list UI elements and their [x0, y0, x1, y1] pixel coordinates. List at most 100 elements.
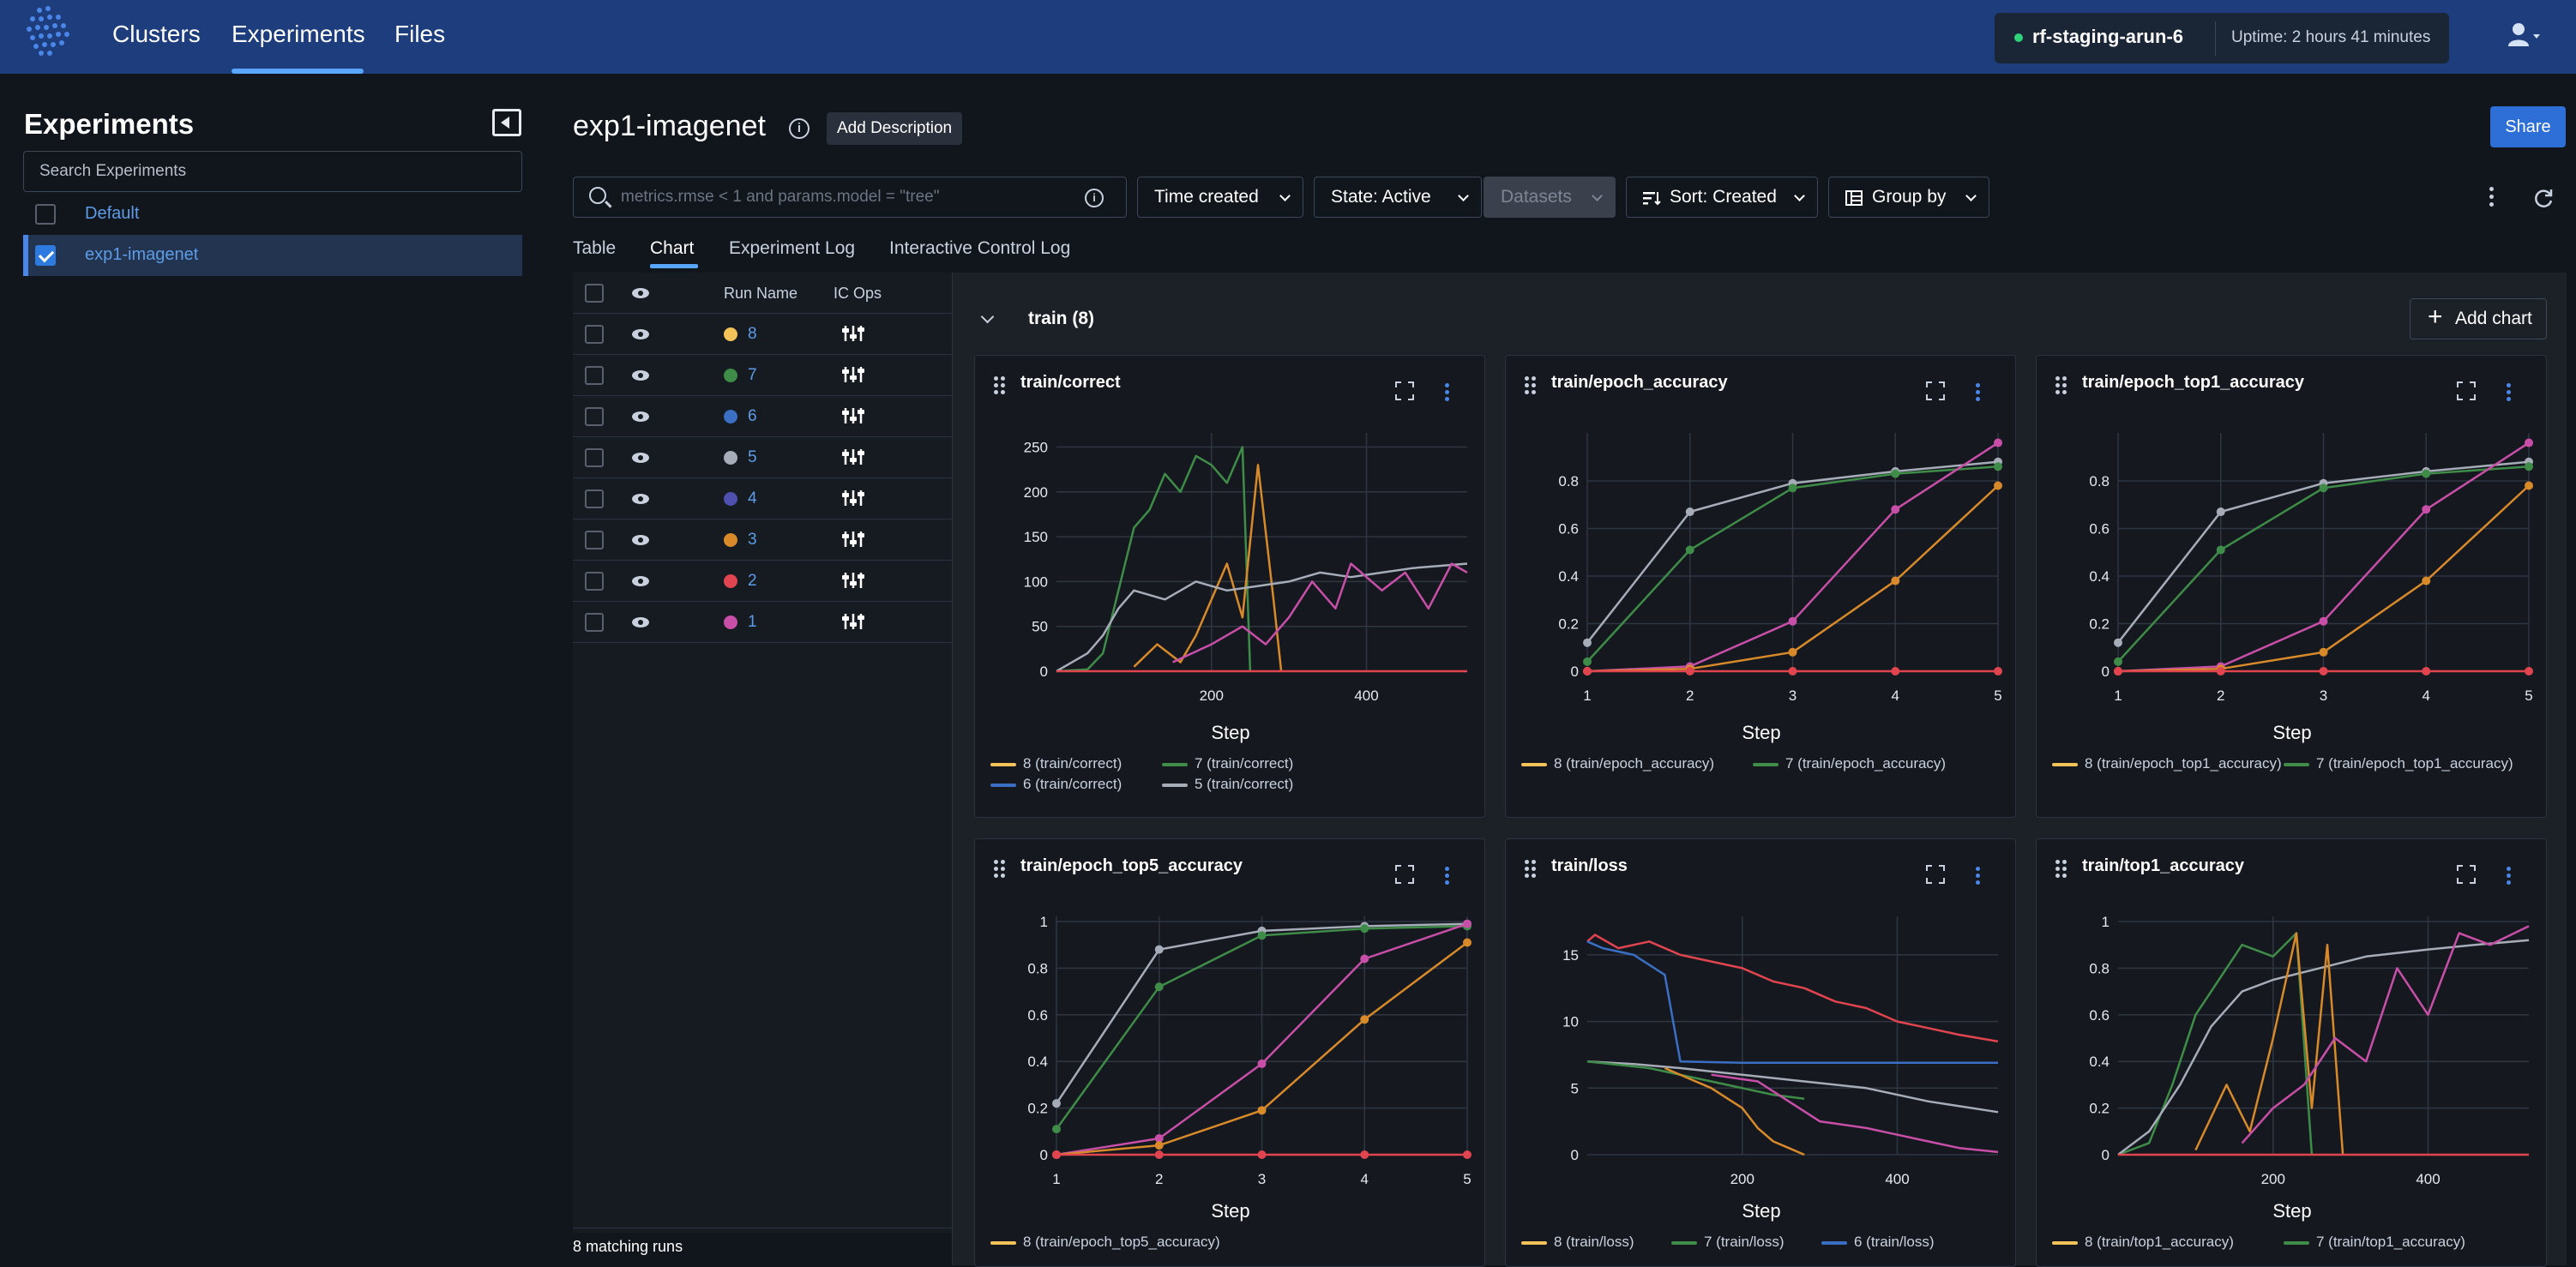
chart-plot[interactable]: 0 5 10 15 200 400 — [1506, 839, 2016, 1208]
series-line-run-1[interactable] — [2241, 925, 2530, 1144]
tab-table[interactable]: Table — [573, 238, 617, 258]
ic-ops-icon[interactable] — [840, 406, 866, 425]
ic-ops-icon[interactable] — [840, 612, 866, 631]
chart-menu-icon[interactable] — [1445, 383, 1450, 404]
data-point[interactable] — [1994, 667, 2002, 676]
data-point[interactable] — [1788, 616, 1797, 626]
legend-item[interactable]: 6 (train/loss) — [1821, 1234, 1935, 1251]
run-name-link[interactable]: 6 — [748, 407, 757, 425]
data-point[interactable] — [2216, 545, 2225, 555]
legend-item[interactable]: 8 (train/epoch_top1_accuracy) — [2052, 755, 2282, 772]
chart-group-title[interactable]: train (8) — [1028, 309, 1095, 328]
legend-item[interactable]: 8 (train/correct) — [990, 755, 1122, 772]
series-line-run-5[interactable] — [1056, 562, 1468, 673]
state-dropdown[interactable]: State: Active — [1314, 177, 1482, 218]
share-button[interactable]: Share — [2490, 106, 2566, 147]
user-menu-icon[interactable] — [2506, 19, 2542, 53]
data-point[interactable] — [1360, 1015, 1369, 1024]
chart-plot[interactable]: 0 0.2 0.4 0.6 0.8 1 1 2 3 4 5 — [975, 839, 1485, 1208]
chart-menu-icon[interactable] — [2507, 867, 2512, 887]
data-point[interactable] — [1994, 438, 2002, 447]
data-point[interactable] — [2422, 576, 2431, 585]
run-name-header[interactable]: Run Name — [724, 285, 798, 302]
data-point[interactable] — [1052, 1150, 1061, 1159]
nav-clusters[interactable]: Clusters — [112, 21, 201, 47]
data-point[interactable] — [1154, 1133, 1164, 1143]
series-line-run-7[interactable] — [1586, 1060, 1805, 1100]
data-point[interactable] — [1360, 1150, 1369, 1159]
ic-ops-icon[interactable] — [840, 489, 866, 507]
data-point[interactable] — [1994, 462, 2002, 471]
chart-menu-icon[interactable] — [1445, 867, 1450, 887]
series-line-run-1[interactable] — [1711, 1073, 1999, 1154]
legend-item[interactable]: 7 (train/epoch_top1_accuracy) — [2284, 755, 2513, 772]
run-row[interactable]: 7 — [573, 355, 952, 396]
run-checkbox[interactable] — [585, 531, 604, 549]
data-point[interactable] — [1154, 982, 1164, 992]
ic-ops-icon[interactable] — [840, 365, 866, 384]
chart-menu-icon[interactable] — [2507, 383, 2512, 404]
chart-plot[interactable]: 0 0.2 0.4 0.6 0.8 1 200 400 — [2037, 839, 2547, 1208]
datasets-dropdown[interactable]: Datasets — [1484, 177, 1616, 218]
legend-item[interactable]: 7 (train/epoch_accuracy) — [1753, 755, 1946, 772]
data-point[interactable] — [2525, 438, 2533, 447]
run-row[interactable]: 6 — [573, 396, 952, 437]
more-options-icon[interactable] — [2489, 187, 2495, 209]
data-point[interactable] — [1257, 1150, 1267, 1159]
nav-files[interactable]: Files — [394, 21, 446, 47]
add-chart-button[interactable]: Add chart — [2410, 297, 2547, 339]
drag-handle-icon[interactable] — [2055, 860, 2067, 879]
ic-ops-icon[interactable] — [840, 571, 866, 590]
legend-item[interactable]: 8 (train/top1_accuracy) — [2052, 1234, 2234, 1251]
experiment-item-exp1-imagenet[interactable]: exp1-imagenet — [23, 235, 522, 276]
run-checkbox[interactable] — [585, 366, 604, 385]
eye-icon[interactable] — [631, 534, 650, 546]
run-checkbox[interactable] — [585, 325, 604, 344]
chart-menu-icon[interactable] — [1976, 383, 1981, 404]
data-point[interactable] — [1257, 1059, 1267, 1068]
drag-handle-icon[interactable] — [2055, 376, 2067, 395]
drag-handle-icon[interactable] — [994, 376, 1006, 395]
experiment-checkbox[interactable] — [35, 204, 56, 225]
series-line-run-5[interactable] — [1586, 1060, 1999, 1114]
ic-ops-icon[interactable] — [840, 447, 866, 466]
drag-handle-icon[interactable] — [994, 860, 1006, 879]
series-line-run-7[interactable] — [2117, 932, 2314, 1156]
experiment-label[interactable]: Default — [85, 204, 140, 223]
legend-item[interactable]: 8 (train/epoch_accuracy) — [1521, 755, 1714, 772]
legend-item[interactable]: 7 (train/loss) — [1671, 1234, 1785, 1251]
run-checkbox[interactable] — [585, 489, 604, 508]
run-checkbox[interactable] — [585, 407, 604, 426]
eye-icon[interactable] — [631, 287, 650, 299]
data-point[interactable] — [1788, 667, 1797, 676]
ic-ops-icon[interactable] — [840, 530, 866, 549]
legend-item[interactable]: 7 (train/correct) — [1162, 755, 1293, 772]
series-line-run-1[interactable] — [1172, 562, 1468, 664]
data-point[interactable] — [1052, 1099, 1061, 1108]
search-experiments-input[interactable] — [23, 151, 522, 192]
tab-experiment-log[interactable]: Experiment Log — [729, 238, 856, 258]
data-point[interactable] — [2216, 667, 2225, 676]
group-by-dropdown[interactable]: Group by — [1828, 177, 1989, 218]
tab-chart[interactable]: Chart — [650, 238, 695, 258]
data-point[interactable] — [2422, 505, 2431, 514]
data-point[interactable] — [2422, 469, 2431, 478]
series-line-run-3[interactable] — [1133, 464, 1283, 672]
series-line-run-3[interactable] — [2194, 932, 2344, 1156]
data-point[interactable] — [2114, 638, 2122, 647]
run-name-link[interactable]: 5 — [748, 448, 757, 466]
chart-plot[interactable]: 0 50 100 150 200 250 200 400 — [975, 356, 1485, 724]
data-point[interactable] — [1257, 1106, 1267, 1115]
data-point[interactable] — [2525, 462, 2533, 471]
data-point[interactable] — [1994, 481, 2002, 490]
data-point[interactable] — [2319, 667, 2328, 676]
fullscreen-icon[interactable] — [1926, 865, 1945, 884]
legend-item[interactable]: 8 (train/epoch_top5_accuracy) — [990, 1234, 1220, 1251]
data-point[interactable] — [1583, 667, 1592, 676]
time-created-dropdown[interactable]: Time created — [1137, 177, 1303, 218]
select-all-checkbox[interactable] — [585, 284, 604, 303]
data-point[interactable] — [1685, 507, 1694, 517]
run-name-link[interactable]: 8 — [748, 325, 757, 343]
experiment-item-default[interactable]: Default — [23, 194, 522, 235]
data-point[interactable] — [1685, 545, 1694, 555]
